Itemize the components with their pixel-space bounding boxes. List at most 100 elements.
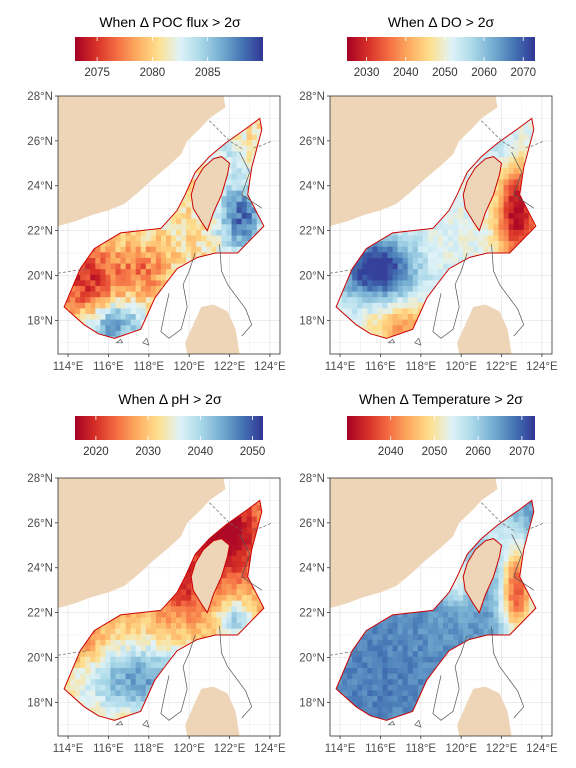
heat-cell: [191, 633, 197, 640]
heat-cell: [508, 207, 515, 214]
heat-cell: [251, 145, 258, 152]
heat-cell: [75, 296, 81, 303]
heat-cell: [115, 257, 121, 264]
heat-cell: [100, 268, 106, 275]
heat-cell: [463, 229, 469, 236]
heat-cell: [160, 279, 167, 286]
x-tick-label: 116°E: [93, 361, 124, 373]
heat-cell: [503, 201, 510, 208]
heat-cell: [181, 639, 187, 646]
heat-cell: [437, 235, 444, 242]
heat-cell: [130, 639, 137, 646]
heat-cell: [125, 690, 132, 697]
heat-cell: [85, 645, 91, 652]
heat-cell: [201, 246, 207, 253]
heat-cell: [372, 319, 378, 326]
heat-cell: [145, 633, 152, 640]
heat-cell: [130, 235, 137, 242]
heat-cell: [80, 656, 86, 663]
heat-cell: [407, 235, 414, 242]
island-outline: [115, 338, 124, 344]
heat-cell: [246, 229, 253, 236]
heat-cell: [407, 274, 414, 281]
heat-cell: [493, 223, 499, 230]
heat-cell: [181, 235, 187, 242]
heat-cell: [513, 173, 520, 180]
heat-cell: [508, 145, 515, 152]
heat-cell: [377, 296, 383, 303]
heat-cell: [171, 594, 177, 601]
heat-cell: [417, 302, 424, 309]
heat-cell: [125, 695, 132, 702]
heat-cell: [181, 600, 187, 607]
heat-cell: [513, 139, 520, 146]
heat-cell: [120, 678, 127, 685]
heat-cell: [90, 701, 96, 708]
heat-cell: [191, 561, 197, 568]
heat-cell: [397, 257, 404, 264]
heat-cell: [236, 179, 243, 186]
heat-cell: [196, 605, 202, 612]
heat-cell: [145, 257, 152, 264]
heat-cell: [160, 257, 167, 264]
heat-cell: [513, 218, 520, 225]
heat-cell: [191, 235, 197, 242]
heat-cell: [528, 118, 535, 124]
heat-cell: [165, 251, 172, 258]
heat-cell: [422, 285, 429, 292]
heat-cell: [120, 291, 127, 298]
heat-cell: [437, 218, 444, 225]
bathymetry-line: [511, 151, 534, 209]
heat-cell: [120, 285, 127, 292]
heat-cell: [176, 257, 182, 264]
heat-cell: [80, 263, 86, 270]
heat-cell: [100, 678, 106, 685]
heat-cell: [473, 223, 479, 230]
heat-cell: [377, 279, 383, 286]
eez-line: [58, 268, 89, 274]
heat-cell: [85, 701, 91, 708]
heat-cell: [523, 229, 530, 236]
heat-cell: [176, 594, 182, 601]
heat-cell: [382, 257, 388, 264]
y-tick-label: 22°N: [299, 226, 325, 238]
heat-cell: [75, 684, 81, 691]
heat-cell: [140, 639, 147, 646]
heat-cell: [110, 319, 116, 326]
heat-cell: [427, 229, 434, 236]
heat-cell: [75, 308, 81, 315]
heat-cell: [75, 661, 81, 668]
heat-cell: [407, 263, 414, 270]
heat-cell: [160, 263, 167, 270]
heat-cell: [90, 706, 96, 713]
colorbar-tick-label: 2075: [84, 67, 110, 79]
heat-cell: [165, 650, 172, 657]
heat-cell: [362, 302, 368, 309]
heat-cell: [206, 246, 212, 253]
heat-cell: [85, 313, 91, 320]
heat-cell: [115, 650, 121, 657]
heat-cell: [75, 302, 81, 309]
heat-cell: [342, 302, 348, 309]
heat-cell: [145, 235, 152, 242]
heat-cell: [95, 628, 101, 635]
heat-cell: [135, 684, 142, 691]
heat-cell: [165, 611, 172, 618]
heat-cell: [100, 628, 106, 635]
heat-cell: [226, 246, 232, 253]
heat-cell: [145, 246, 152, 253]
heat-cell: [140, 240, 147, 247]
heat-cell: [513, 195, 520, 202]
heat-cell: [382, 324, 388, 331]
heat-cell: [145, 650, 152, 657]
island-outline: [387, 338, 396, 344]
heat-cell: [226, 156, 232, 163]
heat-cell: [518, 167, 525, 174]
heat-cell: [110, 246, 116, 253]
heat-cell: [145, 279, 152, 286]
heat-cell: [367, 308, 373, 315]
heat-cell: [528, 218, 535, 225]
heat-cell: [140, 308, 147, 315]
heat-cell: [95, 274, 101, 281]
